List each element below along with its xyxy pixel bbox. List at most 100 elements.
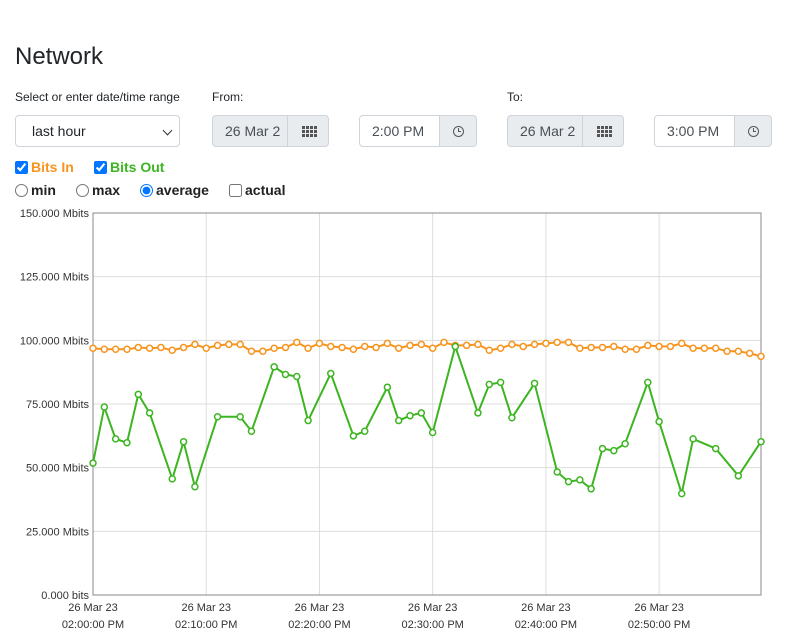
series-point-0 xyxy=(157,343,165,352)
page-title: Network xyxy=(15,43,104,70)
y-tick-label: 75.000 Mbits xyxy=(26,399,89,411)
series-point-0 xyxy=(202,344,210,352)
bits-out-toggle[interactable]: Bits Out xyxy=(94,159,164,175)
series-point-0 xyxy=(723,347,731,356)
x-tick-date-label: 26 Mar 23 xyxy=(521,602,571,614)
bits-out-checkbox[interactable] xyxy=(94,160,107,174)
series-point-1 xyxy=(134,390,143,399)
from-date-input[interactable]: 26 Mar 2 xyxy=(212,115,288,147)
series-point-0 xyxy=(666,342,675,351)
series-point-1 xyxy=(406,411,414,420)
series-point-1 xyxy=(179,437,188,446)
mode-average-radio[interactable] xyxy=(140,183,153,197)
series-point-0 xyxy=(610,342,618,351)
mode-actual[interactable]: actual xyxy=(229,182,285,198)
mode-actual-label: actual xyxy=(245,182,286,198)
to-clock-button[interactable] xyxy=(735,115,772,147)
series-point-1 xyxy=(553,468,561,476)
series-point-1 xyxy=(293,372,301,381)
series-point-0 xyxy=(111,345,120,353)
series-point-0 xyxy=(281,343,290,352)
series-point-1 xyxy=(474,409,482,417)
calendar-grid-icon xyxy=(301,126,317,137)
mode-max[interactable]: max xyxy=(76,182,120,198)
series-point-0 xyxy=(474,340,482,349)
series-point-0 xyxy=(383,339,392,348)
series-point-0 xyxy=(134,343,143,352)
series-point-0 xyxy=(372,343,380,352)
series-point-1 xyxy=(168,475,177,483)
series-point-1 xyxy=(100,403,109,411)
series-point-0 xyxy=(508,340,516,349)
series-point-1 xyxy=(304,416,312,425)
mode-min-label: min xyxy=(31,182,56,198)
series-point-1 xyxy=(598,444,607,453)
series-point-0 xyxy=(576,344,584,352)
x-tick-time-label: 02:20:00 PM xyxy=(288,619,350,631)
range-select[interactable]: last hour xyxy=(15,115,180,147)
series-point-0 xyxy=(213,341,222,350)
bits-in-toggle[interactable]: Bits In xyxy=(15,159,74,175)
series-point-1 xyxy=(236,412,244,421)
y-tick-label: 150.000 Mbits xyxy=(20,208,90,220)
series-point-1 xyxy=(281,370,290,379)
x-tick-date-label: 26 Mar 23 xyxy=(408,602,458,614)
y-tick-label: 100.000 Mbits xyxy=(20,335,90,347)
to-label: To: xyxy=(507,90,524,104)
mode-min[interactable]: min xyxy=(15,182,56,198)
series-point-1 xyxy=(145,409,154,417)
series-point-0 xyxy=(564,338,573,347)
to-calendar-button[interactable] xyxy=(583,115,624,147)
series-point-1 xyxy=(123,438,131,447)
x-tick-date-label: 26 Mar 23 xyxy=(634,602,684,614)
from-clock-button[interactable] xyxy=(440,115,477,147)
mode-average[interactable]: average xyxy=(140,182,209,198)
series-point-0 xyxy=(542,339,550,348)
to-date-input[interactable]: 26 Mar 2 xyxy=(507,115,583,147)
series-point-0 xyxy=(689,344,697,352)
series-point-1 xyxy=(213,412,222,421)
from-label: From: xyxy=(212,90,244,104)
series-point-1 xyxy=(677,489,686,498)
bits-in-checkbox[interactable] xyxy=(15,160,28,174)
series-point-0 xyxy=(462,341,471,350)
series-point-0 xyxy=(225,340,233,349)
y-tick-label: 25.000 Mbits xyxy=(26,526,89,538)
mode-max-label: max xyxy=(92,182,121,198)
series-point-1 xyxy=(757,437,765,446)
plot-frame xyxy=(92,212,762,596)
series-point-0 xyxy=(553,338,561,347)
mode-average-label: average xyxy=(156,182,209,198)
series-point-0 xyxy=(757,352,765,361)
series-point-1 xyxy=(417,409,426,417)
from-time-value: 2:00 PM xyxy=(372,123,425,139)
calendar-grid-icon xyxy=(596,126,612,137)
series-point-0 xyxy=(327,342,335,351)
x-tick-time-label: 02:00:00 PM xyxy=(62,619,124,631)
series-point-0 xyxy=(530,340,539,349)
from-time-input[interactable]: 2:00 PM xyxy=(359,115,440,147)
series-point-1 xyxy=(451,342,460,351)
from-calendar-button[interactable] xyxy=(288,115,329,147)
series-point-1 xyxy=(111,435,120,443)
series-point-1 xyxy=(530,379,539,388)
network-chart: 0.000 bits 25.000 Mbits 50.000 Mbits 75.000… xyxy=(20,208,765,631)
series-point-0 xyxy=(485,346,494,355)
mode-max-radio[interactable] xyxy=(76,183,89,197)
x-tick-time-label: 02:10:00 PM xyxy=(175,619,237,631)
series-point-1 xyxy=(270,363,278,371)
series-point-0 xyxy=(587,343,595,352)
series-point-0 xyxy=(100,345,109,353)
series-point-1 xyxy=(394,416,403,425)
series-point-0 xyxy=(168,346,177,355)
series-point-0 xyxy=(632,345,641,353)
x-tick-time-label: 02:50:00 PM xyxy=(628,619,690,631)
series-point-0 xyxy=(677,339,686,348)
mode-actual-checkbox[interactable] xyxy=(229,183,242,197)
mode-min-radio[interactable] xyxy=(15,183,28,197)
x-tick-date-label: 26 Mar 23 xyxy=(295,602,345,614)
y-tick-label: 0.000 bits xyxy=(41,590,89,602)
series-point-1 xyxy=(576,476,584,484)
series-point-1 xyxy=(644,378,652,387)
to-time-input[interactable]: 3:00 PM xyxy=(654,115,735,147)
